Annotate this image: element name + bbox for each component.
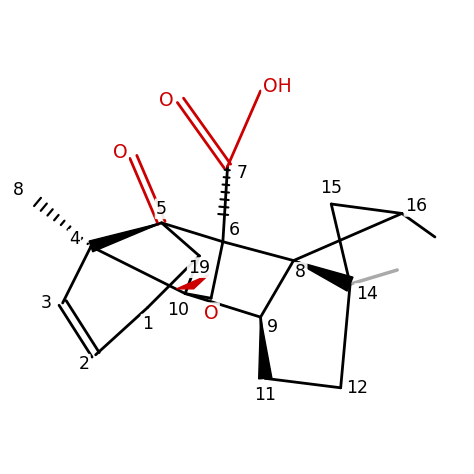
Text: 8: 8 bbox=[295, 264, 306, 282]
Text: 19: 19 bbox=[188, 259, 210, 277]
Text: OH: OH bbox=[263, 77, 292, 96]
Text: 14: 14 bbox=[356, 284, 377, 302]
Text: 4: 4 bbox=[69, 230, 80, 248]
Text: 2: 2 bbox=[78, 355, 90, 373]
Polygon shape bbox=[259, 317, 272, 379]
Text: 1: 1 bbox=[142, 315, 153, 333]
Text: 10: 10 bbox=[167, 301, 189, 319]
Text: 15: 15 bbox=[320, 179, 342, 197]
Polygon shape bbox=[293, 261, 353, 291]
Text: 3: 3 bbox=[41, 294, 52, 312]
Polygon shape bbox=[89, 223, 162, 252]
Text: O: O bbox=[204, 304, 219, 323]
Polygon shape bbox=[177, 275, 209, 289]
Text: 8: 8 bbox=[12, 181, 23, 199]
Text: O: O bbox=[113, 143, 128, 162]
Text: 9: 9 bbox=[267, 318, 278, 336]
Text: 11: 11 bbox=[254, 386, 276, 404]
Text: 12: 12 bbox=[346, 379, 368, 397]
Text: 6: 6 bbox=[229, 221, 240, 239]
Text: 5: 5 bbox=[156, 200, 167, 218]
Text: O: O bbox=[159, 91, 173, 110]
Text: 7: 7 bbox=[236, 164, 247, 182]
Text: 16: 16 bbox=[405, 197, 427, 215]
